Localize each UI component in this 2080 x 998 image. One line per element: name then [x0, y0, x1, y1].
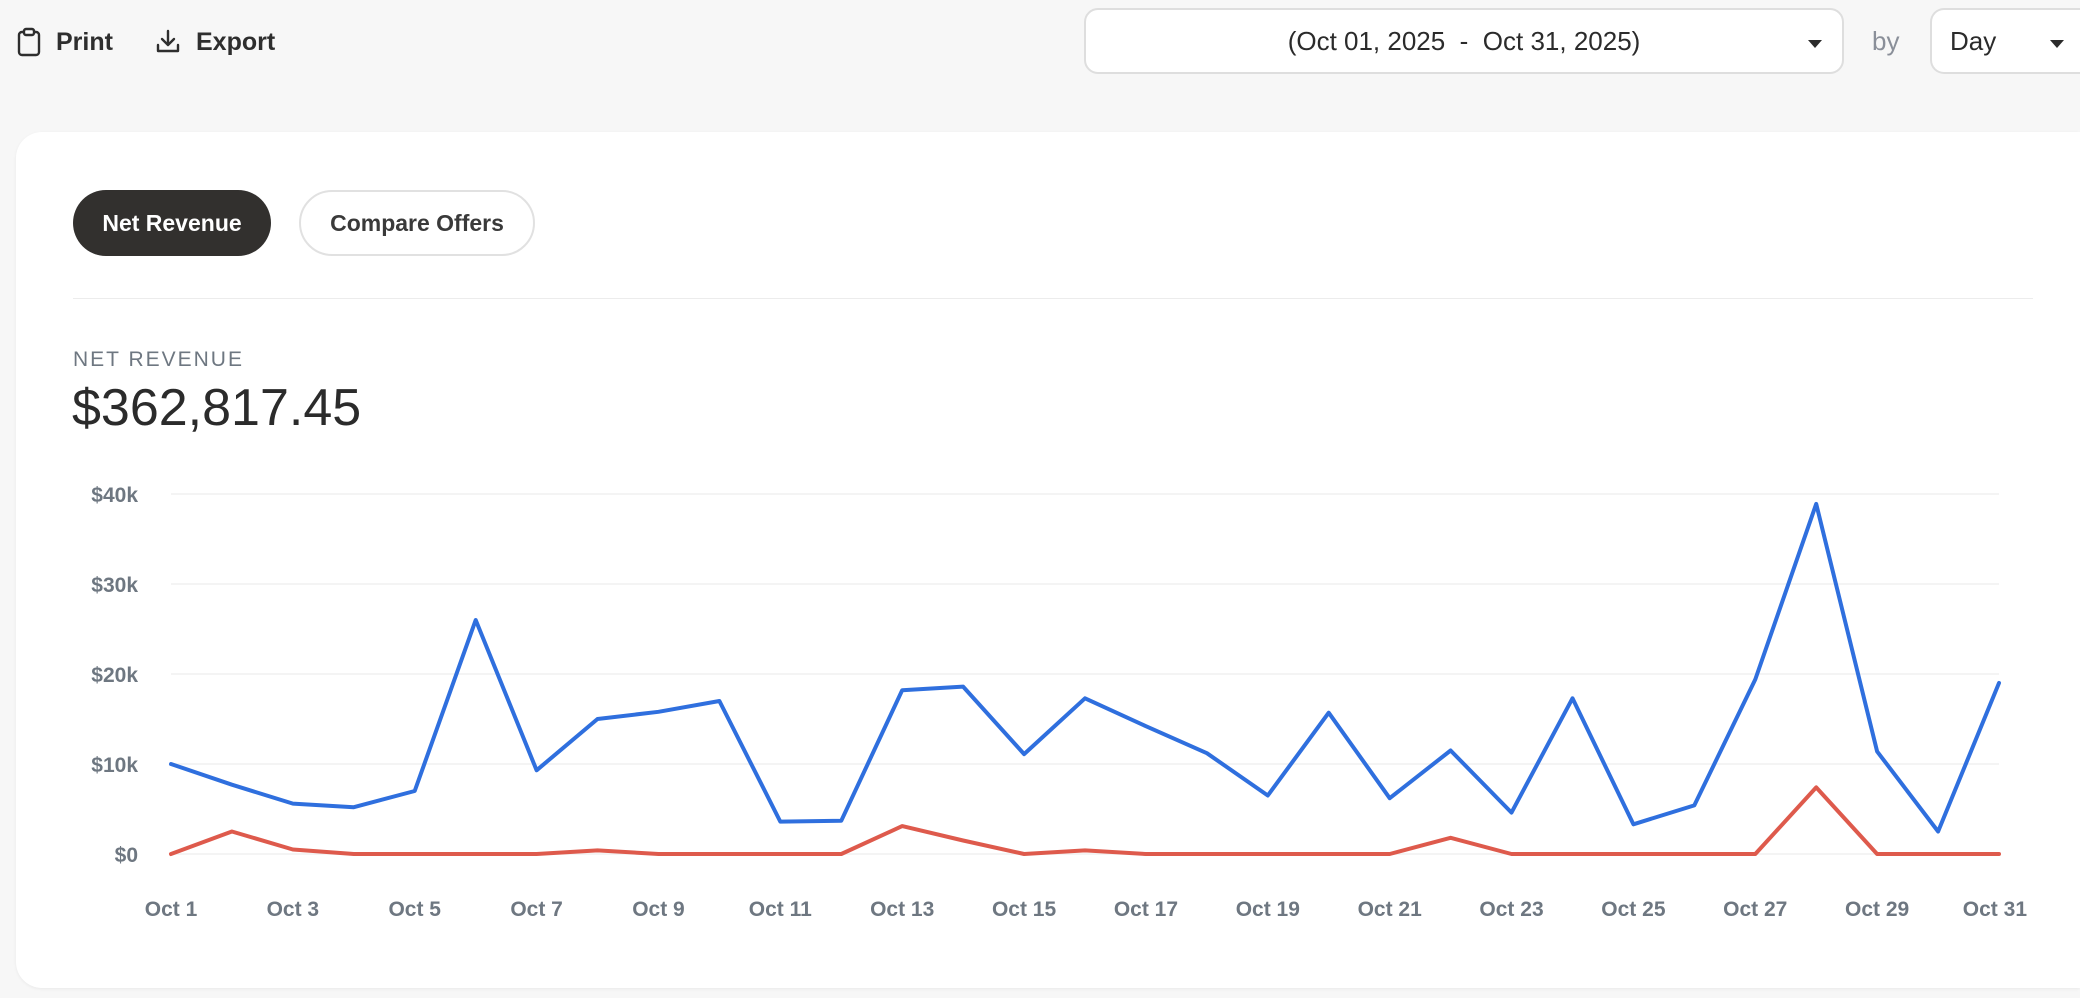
- export-button[interactable]: Export: [154, 24, 275, 60]
- y-tick-label: $10k: [91, 754, 138, 777]
- granularity-value: Day: [1950, 25, 1997, 56]
- tab-net-revenue[interactable]: Net Revenue: [73, 190, 271, 256]
- chevron-down-icon: [2050, 40, 2064, 48]
- series-line-secondary: [169, 785, 2001, 856]
- chevron-down-icon: [1808, 40, 1822, 48]
- date-range-select[interactable]: (Oct 01, 2025 - Oct 31, 2025): [1084, 8, 1844, 74]
- y-tick-label: $20k: [91, 664, 138, 687]
- print-button[interactable]: Print: [16, 24, 113, 60]
- x-tick-label: Oct 5: [388, 898, 441, 921]
- divider: [73, 298, 2033, 299]
- x-tick-label: Oct 7: [510, 898, 563, 921]
- revenue-card: Net Revenue Compare Offers NET REVENUE $…: [16, 132, 2080, 988]
- series-line-primary: [169, 501, 2001, 834]
- x-tick-label: Oct 15: [992, 898, 1057, 921]
- x-tick-label: Oct 19: [1236, 898, 1300, 921]
- by-label: by: [1872, 26, 1900, 56]
- y-tick-label: $30k: [91, 574, 138, 597]
- series-lines: [169, 501, 2001, 856]
- x-tick-label: Oct 9: [632, 898, 685, 921]
- x-tick-label: Oct 25: [1601, 898, 1666, 921]
- y-axis: $0 $10k $20k $30k $40k: [91, 484, 138, 867]
- y-tick-label: $40k: [91, 484, 138, 507]
- x-tick-label: Oct 31: [1963, 898, 2028, 921]
- tab-compare-offers[interactable]: Compare Offers: [299, 190, 535, 256]
- download-icon: [154, 28, 182, 56]
- x-axis: Oct 1 Oct 3 Oct 5 Oct 7 Oct 9 Oct 11 Oct 13 Oct…: [145, 898, 2028, 921]
- x-tick-label: Oct 27: [1723, 898, 1787, 921]
- grid-lines: [171, 493, 1999, 855]
- x-tick-label: Oct 11: [749, 898, 812, 921]
- x-tick-label: Oct 3: [267, 898, 320, 921]
- x-tick-label: Oct 29: [1845, 898, 1909, 921]
- metric-value: $362,817.45: [72, 379, 362, 437]
- granularity-select[interactable]: Day: [1930, 8, 2080, 74]
- x-tick-label: Oct 21: [1358, 898, 1423, 921]
- clipboard-icon: [16, 27, 42, 57]
- y-tick-label: $0: [115, 844, 138, 867]
- x-tick-label: Oct 17: [1114, 898, 1178, 921]
- x-tick-label: Oct 1: [145, 898, 198, 921]
- date-range-value: (Oct 01, 2025 - Oct 31, 2025): [1287, 25, 1641, 56]
- x-tick-label: Oct 13: [870, 898, 934, 921]
- export-label: Export: [196, 27, 276, 56]
- print-label: Print: [56, 27, 113, 56]
- metric-label: NET REVENUE: [73, 348, 244, 371]
- x-tick-label: Oct 23: [1479, 898, 1543, 921]
